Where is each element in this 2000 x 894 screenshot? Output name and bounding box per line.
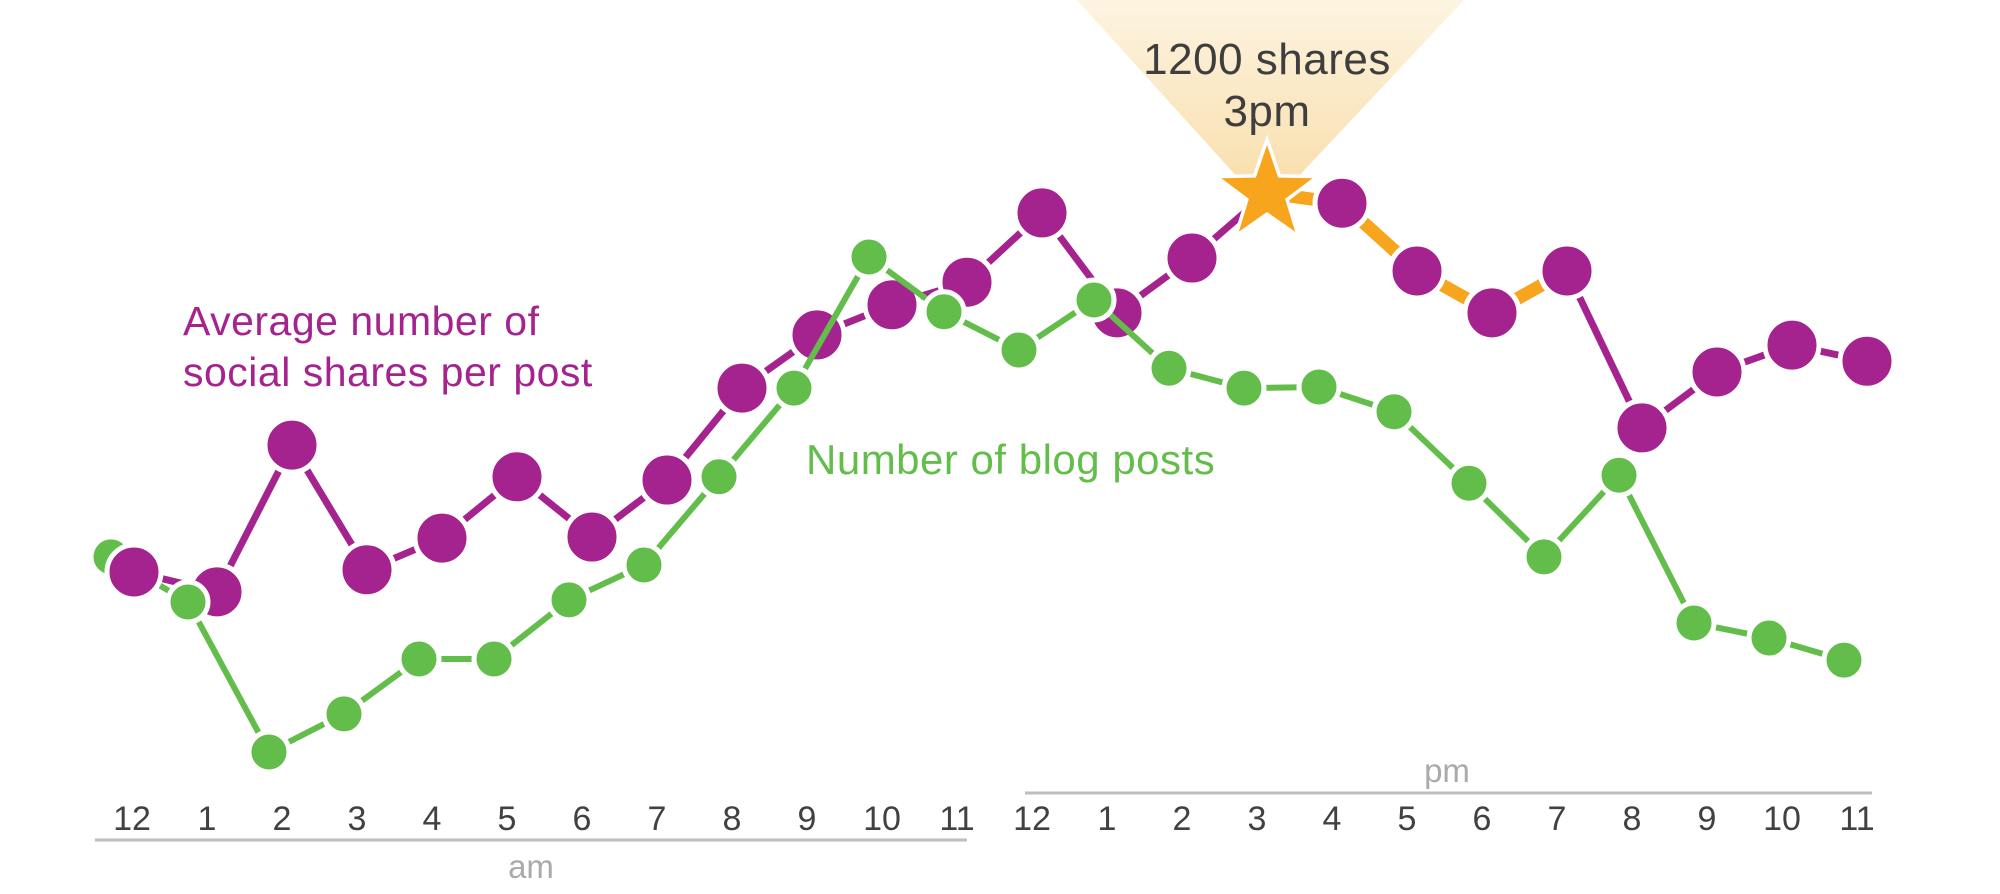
- posts-point-2pm: [1146, 345, 1192, 391]
- shares-point-11pm: [1837, 331, 1897, 391]
- posts-point-6pm: [1446, 460, 1492, 506]
- posts-point-3pm: [1221, 365, 1267, 411]
- shares-point-6am: [562, 507, 622, 567]
- posts-point-10am: [846, 234, 892, 280]
- shares-point-6pm: [1462, 283, 1522, 343]
- tick-label-8pm: 8: [1623, 800, 1642, 838]
- tick-label-9pm: 9: [1698, 800, 1717, 838]
- tick-label-4pm: 4: [1323, 800, 1342, 838]
- tick-label-1am: 1: [198, 800, 217, 838]
- tick-label-10am: 10: [863, 800, 901, 838]
- posts-point-12pm: [996, 327, 1042, 373]
- posts-point-10pm: [1746, 615, 1792, 661]
- shares-point-12pm: [1012, 183, 1072, 243]
- tick-label-3am: 3: [348, 800, 367, 838]
- posts-point-11pm: [1821, 637, 1867, 683]
- posts-point-9am: [771, 365, 817, 411]
- shares-point-5am: [487, 447, 547, 507]
- shares-point-10pm: [1762, 315, 1822, 375]
- posts-point-4pm: [1296, 364, 1342, 410]
- tick-label-9am: 9: [798, 800, 817, 838]
- tick-label-2pm: 2: [1173, 800, 1192, 838]
- posts-point-7pm: [1521, 534, 1567, 580]
- posts-point-3am: [321, 691, 367, 737]
- shares-point-2am: [262, 415, 322, 475]
- shares-point-5pm: [1387, 241, 1447, 301]
- posts-point-7am: [621, 542, 667, 588]
- posts-point-1pm: [1071, 277, 1117, 323]
- highlight-star: [1211, 134, 1323, 241]
- tick-label-6am: 6: [573, 800, 592, 838]
- shares-point-9pm: [1687, 342, 1747, 402]
- tick-label-8am: 8: [723, 800, 742, 838]
- posts-point-8am: [696, 454, 742, 500]
- shares-point-7pm: [1537, 241, 1597, 301]
- shares-point-4pm: [1312, 173, 1372, 233]
- tick-label-7am: 7: [648, 800, 667, 838]
- tick-label-4am: 4: [423, 800, 442, 838]
- shares-point-10am: [862, 275, 922, 335]
- tick-label-10pm: 10: [1763, 800, 1801, 838]
- tick-label-1pm: 1: [1098, 800, 1117, 838]
- shares-point-2pm: [1162, 228, 1222, 288]
- legend-social-shares: Average number of social shares per post: [183, 296, 593, 398]
- legend-social-shares-line2: social shares per post: [183, 349, 593, 395]
- axis-group-label-am: am: [508, 848, 554, 885]
- shares-point-3am: [337, 540, 397, 600]
- tick-label-12pm: 12: [1013, 800, 1051, 838]
- posts-point-6am: [546, 577, 592, 623]
- legend-social-shares-line1: Average number of: [183, 298, 540, 344]
- posts-point-5pm: [1371, 389, 1417, 435]
- annotation-time: 3pm: [1223, 87, 1311, 136]
- posts-point-2am: [246, 729, 292, 775]
- posts-point-4am: [396, 636, 442, 682]
- tick-label-5am: 5: [498, 800, 517, 838]
- axis-group-label-pm: pm: [1424, 752, 1470, 789]
- shares-point-7am: [637, 450, 697, 510]
- legend-blog-posts: Number of blog posts: [806, 436, 1216, 483]
- tick-label-12am: 12: [113, 800, 151, 838]
- shares-point-8am: [712, 358, 772, 418]
- posts-point-11am: [921, 289, 967, 335]
- tick-label-5pm: 5: [1398, 800, 1417, 838]
- tick-label-7pm: 7: [1548, 800, 1567, 838]
- spotlight-beam: [1077, 0, 1464, 210]
- posts-point-5am: [471, 636, 517, 682]
- shares-point-4am: [412, 508, 472, 568]
- tick-label-6pm: 6: [1473, 800, 1492, 838]
- shares-point-8pm: [1612, 398, 1672, 458]
- posts-point-1am: [165, 579, 211, 625]
- annotation-shares-value: 1200 shares: [1143, 35, 1391, 84]
- tick-label-11pm: 11: [1839, 800, 1874, 838]
- shares-point-12am-overlay: [104, 542, 164, 602]
- tick-label-3pm: 3: [1248, 800, 1267, 838]
- posts-point-9pm: [1671, 600, 1717, 646]
- highlight-annotation: 1200 shares 3pm: [1067, 34, 1467, 138]
- posts-point-8pm: [1596, 452, 1642, 498]
- tick-label-11am: 11: [939, 800, 974, 838]
- tick-label-2am: 2: [273, 800, 292, 838]
